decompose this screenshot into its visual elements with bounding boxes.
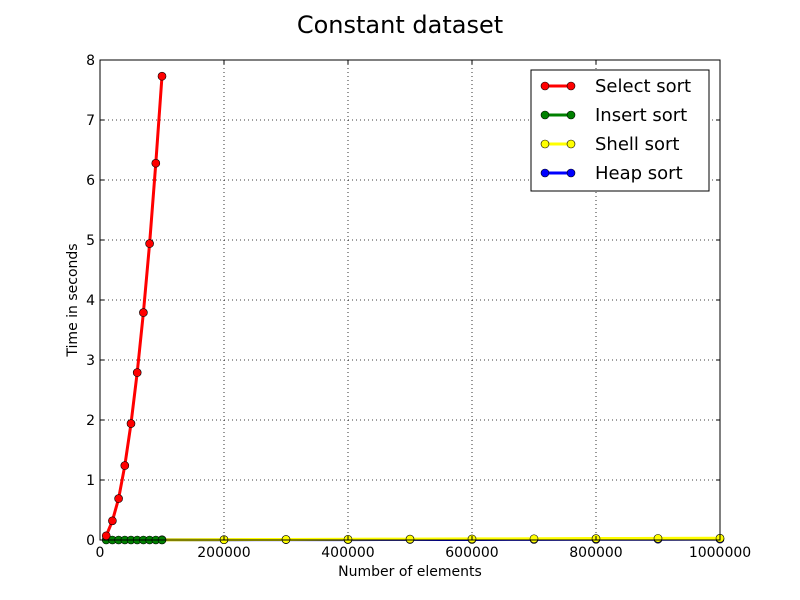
y-tick-label: 4 [86, 293, 95, 309]
series-shell-sort [157, 533, 725, 545]
y-tick-label: 3 [86, 353, 95, 369]
legend-marker [566, 110, 576, 120]
chart-title: Constant dataset [297, 11, 503, 39]
data-point [151, 158, 161, 168]
x-tick-label: 200000 [197, 545, 250, 561]
legend-marker [566, 81, 576, 91]
legend-box [530, 69, 710, 192]
legend-item: Heap sort [540, 163, 683, 184]
y-tick-label: 5 [86, 233, 95, 249]
x-tick-label: 800000 [569, 545, 622, 561]
y-tick-label: 1 [86, 473, 95, 489]
data-point [132, 368, 142, 377]
legend-label: Insert sort [595, 105, 687, 126]
legend-item: Insert sort [540, 105, 687, 126]
data-point [139, 308, 148, 317]
legend-label: Shell sort [595, 134, 679, 155]
data-point [108, 516, 117, 526]
data-point [120, 461, 130, 470]
data-point [653, 534, 663, 543]
legend-item: Select sort [540, 76, 691, 97]
data-point [157, 71, 167, 81]
y-axis-label: Time in seconds [65, 243, 81, 357]
legend-marker [540, 110, 550, 120]
data-point [126, 419, 136, 428]
legend-marker [540, 168, 550, 178]
x-tick-label: 600000 [445, 545, 498, 561]
x-tick-label: 0 [96, 545, 105, 561]
y-tick-label: 7 [86, 113, 95, 129]
legend: Select sort Insert sort Shell sort Heap sor… [530, 69, 710, 192]
x-tick-label: 400000 [321, 545, 374, 561]
legend-label: Select sort [595, 76, 691, 97]
y-tick-label: 0 [86, 533, 95, 549]
data-point [114, 494, 123, 503]
legend-label: Heap sort [595, 163, 683, 184]
legend-item: Shell sort [540, 134, 679, 155]
series-line [104, 76, 164, 537]
y-tick-label: 2 [86, 413, 95, 429]
legend-marker [566, 139, 576, 149]
series-select-sort [101, 71, 167, 541]
legend-marker [540, 81, 550, 91]
data-point [145, 239, 154, 248]
y-tick-label: 6 [86, 173, 95, 189]
data-point [281, 535, 291, 544]
data-point [529, 534, 539, 544]
y-tick-label: 8 [86, 53, 95, 69]
data-point [101, 531, 111, 541]
axis-ticks: 0 200000 400000 600000 800000 1000000 0 1 2 3 4 5 6 7… [86, 53, 751, 561]
data-point [405, 534, 415, 544]
legend-marker [566, 168, 576, 178]
x-axis-label: Number of elements [338, 564, 482, 580]
x-tick-label: 1000000 [689, 545, 751, 561]
legend-marker [540, 139, 550, 149]
